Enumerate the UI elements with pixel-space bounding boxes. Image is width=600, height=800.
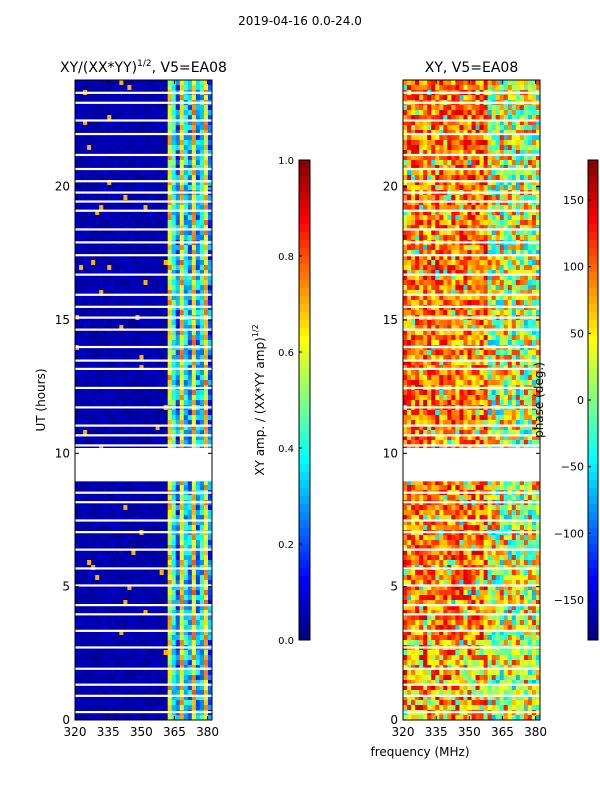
plot-frame — [74, 79, 213, 721]
x-tick-label: 365 — [491, 725, 514, 739]
y-tick-label: 20 — [55, 180, 70, 194]
colorbar-tick-label: −50 — [561, 461, 584, 474]
phase-colorbar: −150 −100 −50 0 50 100 150 phase (deg.) — [532, 159, 599, 641]
phase-panel: XY, V5=EA08 320 335 350 365 380 0 5 10 15 20 — [383, 60, 547, 739]
colorbar-frame — [298, 159, 311, 641]
y-tick-label: 5 — [62, 580, 70, 594]
y-axis-label: UT (hours) — [34, 368, 48, 431]
x-tick-label: 320 — [392, 725, 415, 739]
y-tick-label: 0 — [390, 713, 398, 727]
x-tick-label: 380 — [196, 725, 219, 739]
colorbar-tick-label: 0.0 — [278, 636, 294, 647]
colorbar-tick-label: 150 — [563, 194, 584, 207]
y-tick-label: 15 — [55, 313, 70, 327]
heatmap-cells — [403, 80, 541, 721]
data-gap — [75, 448, 212, 482]
amplitude-panel: XY/(XX*YY)1/2, V5=EA08 320 335 350 365 380 0 5 1… — [55, 59, 227, 739]
panel-title: XY, V5=EA08 — [425, 60, 519, 76]
x-tick-label: 365 — [163, 725, 186, 739]
x-tick-label: 380 — [524, 725, 547, 739]
plot-frame — [402, 79, 541, 721]
data-gap — [403, 448, 540, 482]
colorbar-tick-label: 0 — [577, 394, 584, 407]
x-axis-label: frequency (MHz) — [370, 745, 469, 759]
x-tick-label: 335 — [425, 725, 448, 739]
x-tick-label: 350 — [458, 725, 481, 739]
y-tick-label: 5 — [390, 580, 398, 594]
colorbar-label: phase (deg.) — [532, 362, 546, 438]
colorbar-tick-label: −150 — [554, 594, 584, 607]
y-tick-label: 15 — [383, 313, 398, 327]
heatmap-cells — [75, 80, 213, 721]
y-tick-label: 10 — [383, 446, 398, 460]
figure-suptitle: 2019-04-16 0.0-24.0 — [238, 14, 362, 28]
x-tick-label: 350 — [130, 725, 153, 739]
amplitude-colorbar: 0.0 0.2 0.4 0.6 0.8 1.0 XY amp. / (XX*YY amp)1… — [251, 156, 311, 647]
colorbar-tick-label: −100 — [554, 527, 584, 540]
colorbar-tick-label: 100 — [563, 261, 584, 274]
x-tick-label: 335 — [97, 725, 120, 739]
colorbar-tick-label: 0.2 — [278, 540, 294, 551]
colorbar-label: XY amp. / (XX*YY amp)1/2 — [251, 324, 267, 475]
colorbar-tick-label: 0.8 — [278, 252, 294, 263]
panel-title: XY/(XX*YY)1/2, V5=EA08 — [60, 59, 227, 76]
colorbar-tick-label: 1.0 — [278, 156, 294, 167]
y-tick-label: 20 — [383, 180, 398, 194]
colorbar-tick-label: 50 — [570, 327, 584, 340]
x-tick-label: 320 — [64, 725, 87, 739]
colorbar-tick-label: 0.6 — [278, 348, 294, 359]
y-tick-label: 0 — [62, 713, 70, 727]
colorbar-tick-label: 0.4 — [278, 444, 294, 455]
y-tick-label: 10 — [55, 446, 70, 460]
